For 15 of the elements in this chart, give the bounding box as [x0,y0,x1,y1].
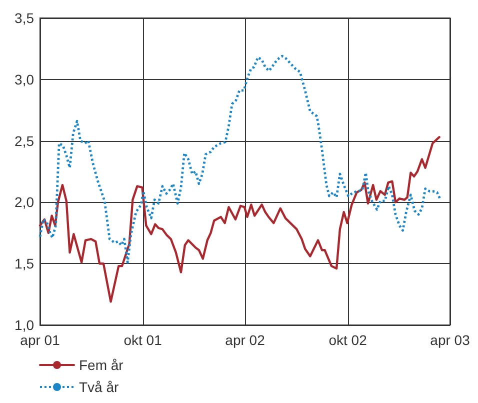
x-tick-label: apr 02 [225,332,266,348]
y-tick-label: 3,0 [14,71,34,88]
line-series [38,54,442,264]
line-series [38,136,440,303]
y-tick-label: 1,0 [14,317,34,333]
x-tick-label: apr 01 [20,332,60,348]
legend-label: Två år [79,379,120,395]
x-tick-label: okt 01 [124,332,162,348]
y-tick-label: 2,0 [14,194,34,210]
y-tick-label: 2,5 [14,132,34,149]
y-tick-label: 1,5 [14,256,34,272]
x-tick-label: apr 03 [430,332,470,348]
x-tick-label: okt 02 [328,332,368,348]
y-tick-label: 3,5 [14,10,34,26]
legend-label: Fem år [79,357,124,373]
